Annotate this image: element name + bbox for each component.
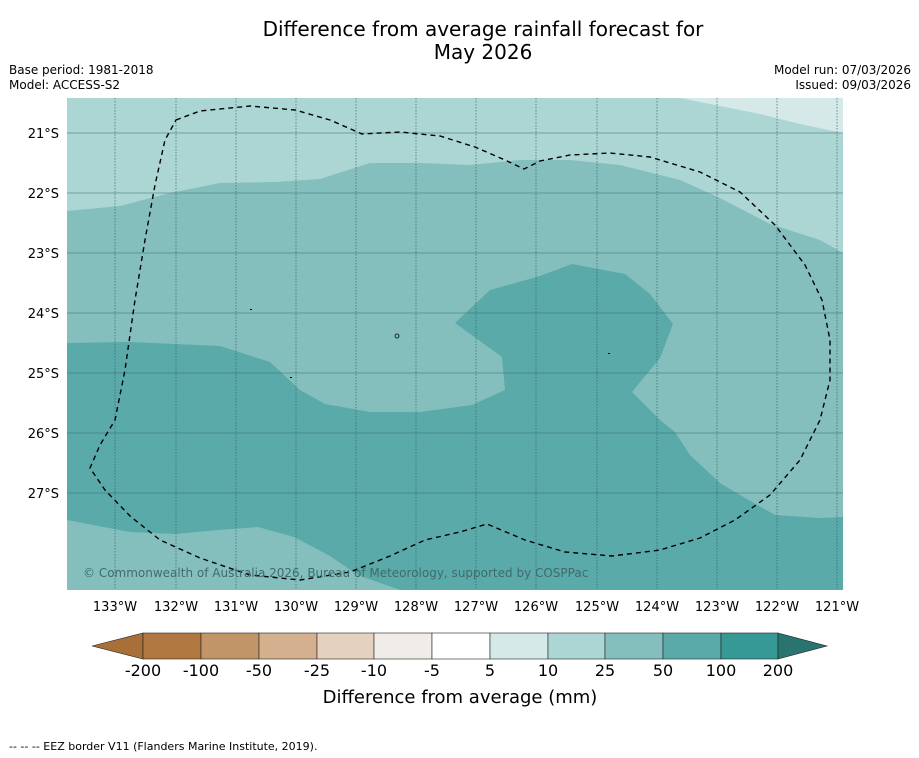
colorbar-tick: 200: [763, 661, 794, 680]
colorbar-segment: [316, 632, 375, 660]
colorbar-segment: [604, 632, 664, 660]
colorbar-tick: 100: [706, 661, 737, 680]
eez-border: [89, 105, 831, 581]
colorbar-tick: 10: [538, 661, 558, 680]
lat-label: 21°S: [28, 127, 59, 142]
colorbar-tick: -5: [424, 661, 440, 680]
colorbar-label: Difference from average (mm): [323, 687, 598, 708]
colorbar-segment: [720, 632, 779, 660]
island-marker: [290, 377, 292, 378]
metadata-right: Model run: 07/03/2026 Issued: 09/03/2026: [774, 63, 911, 93]
colorbar-segment: [258, 632, 318, 660]
lat-label: 23°S: [28, 247, 59, 262]
title-line-1: Difference from average rainfall forecas…: [262, 17, 704, 41]
colorbar-segment: [662, 632, 722, 660]
eez-legend-footer: -- -- -- EEZ border V11 (Flanders Marine…: [9, 740, 318, 753]
colorbar-segment: [547, 632, 606, 660]
lon-label: 133°W: [93, 600, 137, 615]
island-marker: [608, 353, 610, 354]
lon-label: 122°W: [755, 600, 799, 615]
lon-label: 132°W: [154, 600, 198, 615]
island-marker: [394, 333, 400, 339]
lon-label: 130°W: [274, 600, 318, 615]
lat-label: 24°S: [28, 307, 59, 322]
region-50-100mm-west: [67, 264, 843, 590]
issued-text: Issued: 09/03/2026: [795, 78, 911, 92]
lon-label: 128°W: [394, 600, 438, 615]
colorbar-segment: [373, 632, 433, 660]
colorbar-tick: 50: [653, 661, 673, 680]
colorbar-tick: -25: [304, 661, 330, 680]
lat-label: 27°S: [28, 487, 59, 502]
lat-label: 26°S: [28, 427, 59, 442]
lon-label: 126°W: [514, 600, 558, 615]
base-period-text: Base period: 1981-2018: [9, 63, 154, 77]
model-run-text: Model run: 07/03/2026: [773, 63, 911, 77]
lon-label: 131°W: [214, 600, 258, 615]
colorbar-extend-high: [777, 632, 829, 660]
colorbar-tick: -200: [125, 661, 161, 680]
rainfall-contour-map: [67, 98, 843, 590]
metadata-left: Base period: 1981-2018 Model: ACCESS-S2: [9, 63, 154, 93]
copyright-text: © Commonwealth of Australia 2026, Bureau…: [83, 566, 588, 580]
colorbar-tick: 25: [595, 661, 615, 680]
title-line-2: May 2026: [433, 40, 533, 64]
colorbar-segment: [431, 632, 491, 660]
lat-label: 22°S: [28, 187, 59, 202]
colorbar-segment: [489, 632, 549, 660]
island-marker: [250, 309, 252, 310]
lon-label: 124°W: [635, 600, 679, 615]
island-markers: [250, 309, 610, 378]
lon-label: 121°W: [815, 600, 859, 615]
colorbar-tick: -100: [183, 661, 219, 680]
chart-title: Difference from average rainfall forecas…: [0, 18, 919, 64]
lon-label: 127°W: [454, 600, 498, 615]
model-text: Model: ACCESS-S2: [9, 78, 121, 92]
colorbar-tick: -50: [246, 661, 272, 680]
colorbar-tick: 5: [485, 661, 495, 680]
lon-label: 129°W: [334, 600, 378, 615]
colorbar-extend-low: [91, 632, 144, 660]
lon-label: 125°W: [575, 600, 619, 615]
colorbar-tick: -10: [361, 661, 387, 680]
lat-label: 25°S: [28, 367, 59, 382]
colorbar: [91, 632, 829, 660]
colorbar-segment: [142, 632, 202, 660]
colorbar-segment: [200, 632, 260, 660]
lon-label: 123°W: [695, 600, 739, 615]
